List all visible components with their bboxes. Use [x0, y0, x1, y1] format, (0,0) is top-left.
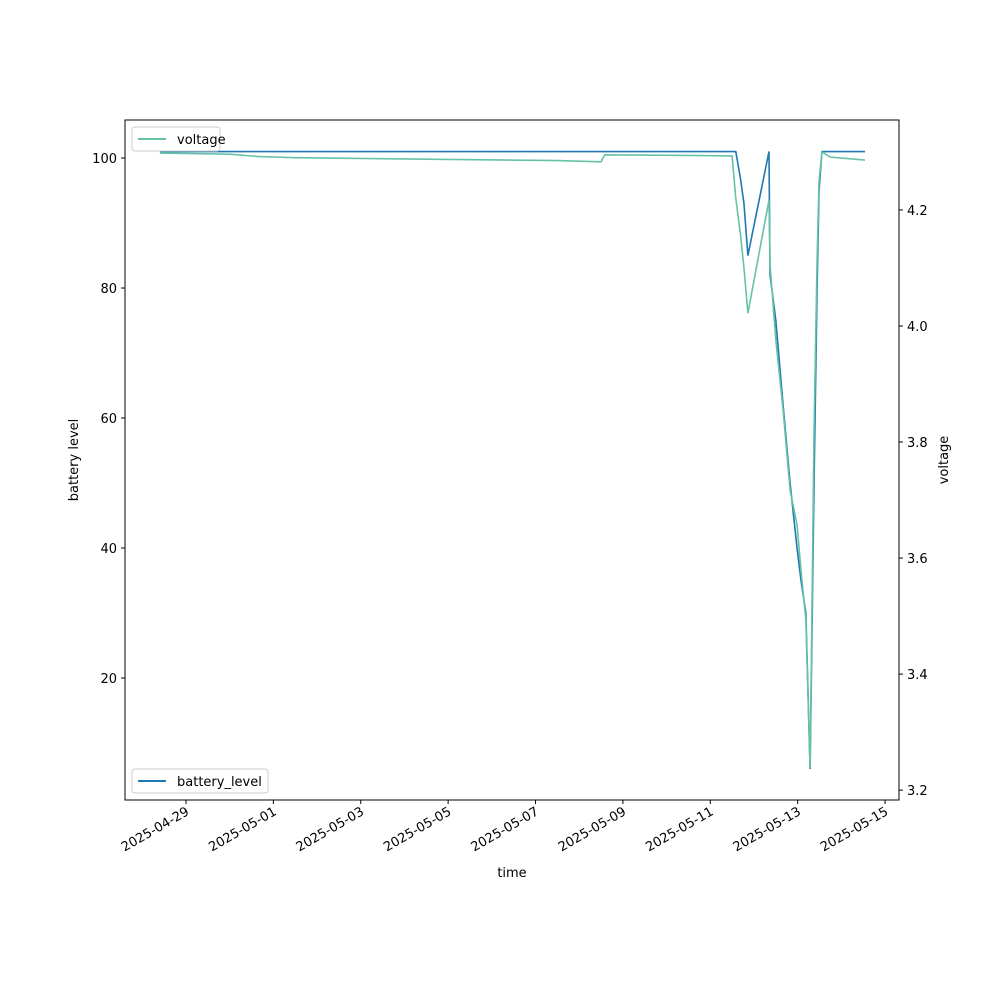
x-tick-label: 2025-05-03: [294, 804, 367, 855]
y-axis-label: battery level: [67, 419, 82, 502]
x-tick-label: 2025-05-13: [731, 804, 804, 855]
y-tick-label: 80: [100, 282, 117, 297]
series-line: [159, 150, 866, 770]
y-tick-label: 60: [100, 412, 117, 427]
y2-tick-label: 3.4: [907, 668, 928, 683]
y2-axis-label: voltage: [937, 436, 952, 485]
series-line: [159, 150, 866, 769]
x-axis-label: time: [497, 866, 526, 881]
y-tick-label: 20: [100, 672, 117, 687]
x-tick-label: 2025-05-11: [643, 804, 716, 855]
y2-tick-label: 4.2: [907, 204, 928, 219]
x-tick-label: 2025-05-09: [556, 804, 629, 855]
x-tick-label: 2025-05-05: [381, 804, 454, 855]
y2-tick-label: 3.2: [907, 784, 928, 799]
y-tick-label: 40: [100, 542, 117, 557]
y2-tick-label: 4.0: [907, 320, 928, 335]
y-tick-label: 100: [92, 152, 117, 167]
legend-box: [131, 126, 221, 152]
legend-box: [131, 768, 269, 794]
legend-label: battery_level: [177, 775, 262, 790]
x-tick-label: 2025-05-01: [206, 804, 279, 855]
x-tick-label: 2025-04-29: [119, 804, 192, 855]
y2-tick-label: 3.6: [907, 552, 928, 567]
legend-label: voltage: [177, 133, 226, 148]
y2-tick-label: 3.8: [907, 436, 928, 451]
plot-frame: [124, 119, 900, 801]
x-tick-label: 2025-05-15: [818, 804, 891, 855]
x-tick-label: 2025-05-07: [469, 804, 542, 855]
